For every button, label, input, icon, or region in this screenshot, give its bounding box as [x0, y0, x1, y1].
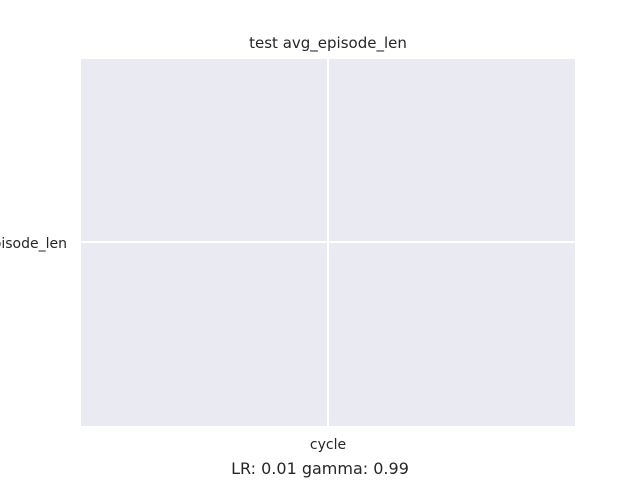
hyperparameters-caption: LR: 0.01 gamma: 0.99 [231, 459, 409, 478]
horizontal-gridline [81, 241, 575, 243]
x-axis-label: cycle [309, 437, 347, 453]
chart-title: test avg_episode_len [249, 34, 407, 52]
y-axis-label: avg_episode_len [0, 236, 67, 252]
y-axis-label-container: avg_episode_len [0, 234, 67, 254]
vertical-gridline [327, 59, 329, 426]
plot-area [81, 59, 575, 426]
